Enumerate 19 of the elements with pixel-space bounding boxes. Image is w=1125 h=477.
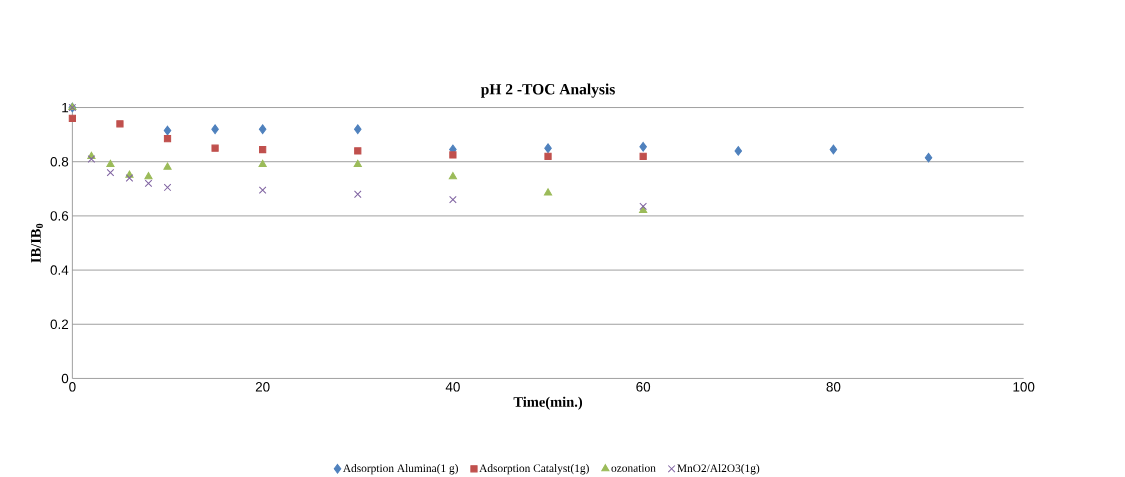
y-axis-title: IB/IB$_{0}$ — [31, 223, 43, 263]
x-tick-label: 100 — [1013, 382, 1035, 392]
y-tick-label: 0 — [61, 373, 69, 384]
x-tick-label: 0 — [69, 382, 76, 392]
legend-label: Adsorption Alumina(1 g) — [342, 464, 458, 475]
y-tick-label: 0.2 — [50, 319, 69, 330]
y-tick-label: 0.4 — [50, 265, 69, 275]
x-tick-label: 20 — [255, 382, 270, 392]
x-axis-title: Time(min.) — [513, 396, 583, 410]
x-tick-label: 80 — [826, 382, 841, 392]
x-tick-label: 40 — [445, 382, 460, 392]
y-tick-label: 0.8 — [50, 157, 69, 167]
legend-label: Adsorption Catalyst(1g) — [479, 464, 589, 475]
legend-label: ozonation — [611, 464, 656, 473]
legend-label: MnO2/Al2O3(1g) — [677, 464, 760, 475]
y-tick-label: 1 — [62, 103, 69, 113]
chart-title: pH 2 -TOC Analysis — [480, 83, 615, 98]
x-tick-label: 60 — [636, 382, 651, 392]
y-tick-label: 0.6 — [50, 211, 69, 221]
